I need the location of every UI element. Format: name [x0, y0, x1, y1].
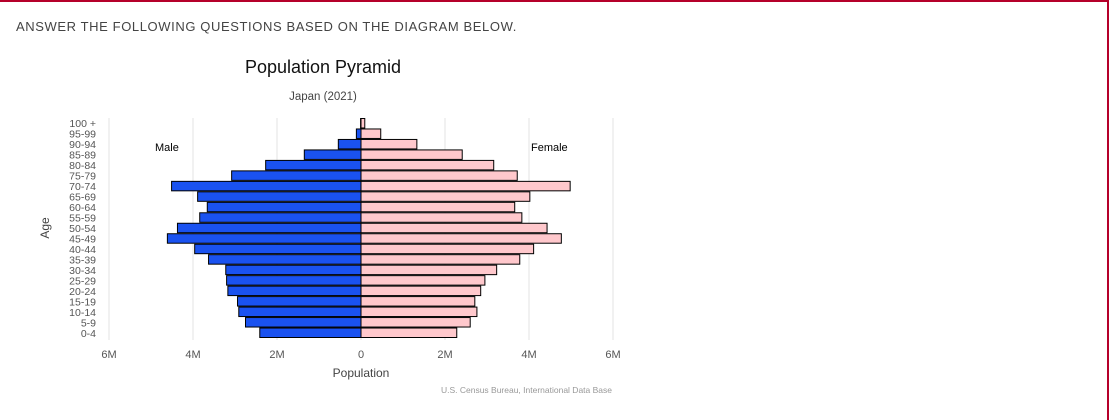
male-bar-45-49	[167, 234, 361, 243]
male-bar-75-79	[232, 171, 361, 180]
male-bar-80-84	[266, 160, 361, 169]
female-bar-80-84	[361, 160, 494, 169]
male-bar-55-59	[200, 213, 361, 222]
population-pyramid-chart: Population Pyramid Japan (2021) 100 +95-…	[0, 0, 1118, 410]
x-tick-label: 4M	[185, 349, 200, 361]
male-bar-90-94	[338, 139, 361, 148]
male-bar-60-64	[207, 202, 361, 211]
chart-subtitle: Japan (2021)	[289, 91, 357, 103]
age-group-label: 0-4	[81, 328, 96, 340]
female-bar-20-24	[361, 286, 481, 295]
female-bar-65-69	[361, 192, 530, 201]
female-bar-90-94	[361, 139, 417, 148]
female-bar-5-9	[361, 318, 470, 327]
female-bar-40-44	[361, 244, 534, 253]
female-bar-30-34	[361, 265, 497, 274]
female-bar-25-29	[361, 276, 485, 285]
female-bar-75-79	[361, 171, 517, 180]
x-tick-label: 6M	[101, 349, 116, 361]
male-bar-0-4	[260, 328, 361, 337]
male-bar-20-24	[228, 286, 361, 295]
male-bar-30-34	[226, 265, 361, 274]
source-note: U.S. Census Bureau, International Data B…	[441, 385, 612, 395]
female-bar-35-39	[361, 255, 520, 264]
x-tick-label: 6M	[605, 349, 620, 361]
x-tick-label: 4M	[521, 349, 536, 361]
male-bar-50-54	[177, 223, 361, 232]
female-bar-10-14	[361, 307, 477, 316]
x-axis-label: Population	[333, 366, 390, 380]
male-bar-25-29	[227, 276, 361, 285]
male-bar-65-69	[198, 192, 361, 201]
female-bar-50-54	[361, 223, 547, 232]
male-bar-95-99	[356, 129, 361, 138]
male-bar-35-39	[209, 255, 361, 264]
x-tick-label: 0	[358, 349, 364, 361]
female-bar-85-89	[361, 150, 462, 159]
male-bar-15-19	[238, 297, 361, 306]
male-bar-85-89	[304, 150, 361, 159]
male-bar-5-9	[246, 318, 362, 327]
x-tick-label: 2M	[437, 349, 452, 361]
female-bar-45-49	[361, 234, 561, 243]
legend-female: Female	[531, 142, 568, 154]
female-bar-55-59	[361, 213, 522, 222]
male-bar-40-44	[195, 244, 361, 253]
female-bar-60-64	[361, 202, 515, 211]
y-axis-label: Age	[38, 217, 52, 239]
female-bar-95-99	[361, 129, 381, 138]
male-bar-10-14	[239, 307, 361, 316]
female-bar-0-4	[361, 328, 457, 337]
chart-title: Population Pyramid	[245, 57, 401, 77]
legend-male: Male	[155, 142, 179, 154]
male-bar-70-74	[172, 181, 361, 190]
female-bar-15-19	[361, 297, 475, 306]
female-bar-70-74	[361, 181, 570, 190]
x-tick-label: 2M	[269, 349, 284, 361]
female-bar-100	[361, 119, 365, 128]
